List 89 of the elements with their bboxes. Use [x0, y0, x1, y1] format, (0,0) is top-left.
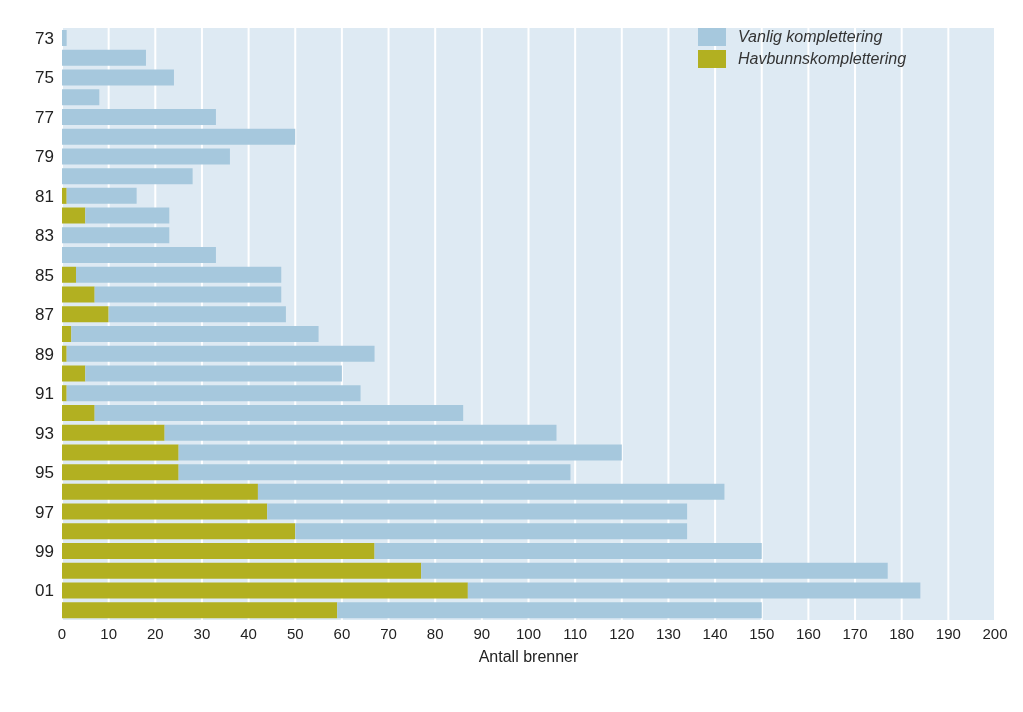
bar [62, 89, 100, 106]
x-tick-label: 110 [563, 624, 588, 642]
y-tick-label: 97 [35, 502, 54, 522]
bar [62, 49, 146, 66]
x-tick-label: 70 [380, 624, 397, 642]
y-tick-label: 75 [35, 68, 54, 88]
bar [94, 404, 464, 421]
bar [62, 286, 95, 303]
x-tick-label: 50 [286, 624, 304, 642]
y-tick-label: 85 [35, 265, 54, 285]
bar [62, 385, 67, 402]
bar [62, 187, 67, 204]
bar [108, 306, 286, 323]
bar [62, 503, 268, 520]
x-tick-label: 150 [749, 624, 775, 642]
bar [85, 207, 170, 224]
y-tick-label: 81 [35, 186, 54, 206]
x-tick-label: 140 [702, 624, 728, 642]
y-tick-label: 91 [35, 384, 54, 404]
x-tick-label: 120 [609, 624, 635, 642]
bar [62, 168, 193, 185]
y-tick-label: 87 [35, 305, 54, 325]
bar [76, 266, 282, 283]
x-tick-label: 40 [240, 624, 257, 642]
x-tick-label: 30 [193, 624, 211, 642]
bar [94, 286, 282, 303]
bar [62, 365, 86, 382]
bar [66, 385, 361, 402]
y-tick-label: 01 [35, 581, 54, 601]
bar [62, 444, 179, 461]
x-tick-label: 100 [515, 624, 542, 642]
x-tick-label: 80 [426, 624, 444, 642]
bar [62, 207, 86, 224]
bar [62, 266, 76, 283]
x-tick-label: 10 [100, 624, 117, 642]
bar [374, 543, 762, 560]
bar [62, 562, 422, 579]
bar [62, 30, 67, 46]
bar [62, 582, 468, 599]
y-tick-label: 89 [35, 344, 54, 364]
x-tick-label: 130 [655, 624, 681, 642]
bar [62, 602, 338, 619]
y-tick-label: 73 [35, 28, 54, 48]
x-tick-label: 160 [795, 624, 821, 642]
legend-label: Havbunnskomplettering [738, 50, 907, 68]
bar [295, 523, 688, 540]
bar [62, 306, 109, 323]
bar [62, 464, 179, 481]
bar [62, 424, 165, 441]
y-tick-label: 79 [35, 147, 54, 167]
y-tick-label: 95 [35, 463, 54, 483]
bar [62, 247, 216, 264]
x-tick-label: 20 [146, 624, 164, 642]
bar [66, 187, 137, 204]
bar [62, 148, 230, 165]
bar [62, 483, 258, 500]
x-tick-label: 200 [982, 624, 1008, 642]
y-tick-label: 83 [35, 226, 54, 246]
bar [85, 365, 342, 382]
bar [62, 404, 95, 421]
y-tick-label: 99 [35, 541, 54, 561]
bar [421, 562, 888, 579]
bar [62, 108, 216, 125]
legend-label: Vanlig komplettering [738, 28, 883, 46]
bar [62, 543, 375, 560]
bar [62, 69, 174, 86]
y-tick-label: 93 [35, 423, 54, 443]
x-tick-label: 190 [935, 624, 961, 642]
bar [62, 326, 72, 342]
bar [71, 326, 319, 342]
x-tick-label: 90 [473, 624, 491, 642]
x-axis-title: Antall brenner [478, 648, 579, 665]
bar [178, 464, 571, 481]
y-tick-label: 77 [35, 107, 54, 127]
bar [62, 227, 170, 244]
x-tick-label: 170 [842, 624, 868, 642]
bar [164, 424, 557, 441]
bar [62, 345, 67, 362]
x-tick-label: 0 [57, 624, 67, 642]
bar [257, 483, 725, 500]
bar [62, 128, 296, 145]
bar [467, 582, 921, 599]
bar [337, 602, 762, 619]
x-tick-label: 180 [889, 624, 915, 642]
bar [66, 345, 375, 362]
x-tick-label: 60 [333, 624, 351, 642]
bar [178, 444, 622, 461]
bar [267, 503, 688, 520]
bar [62, 523, 296, 540]
